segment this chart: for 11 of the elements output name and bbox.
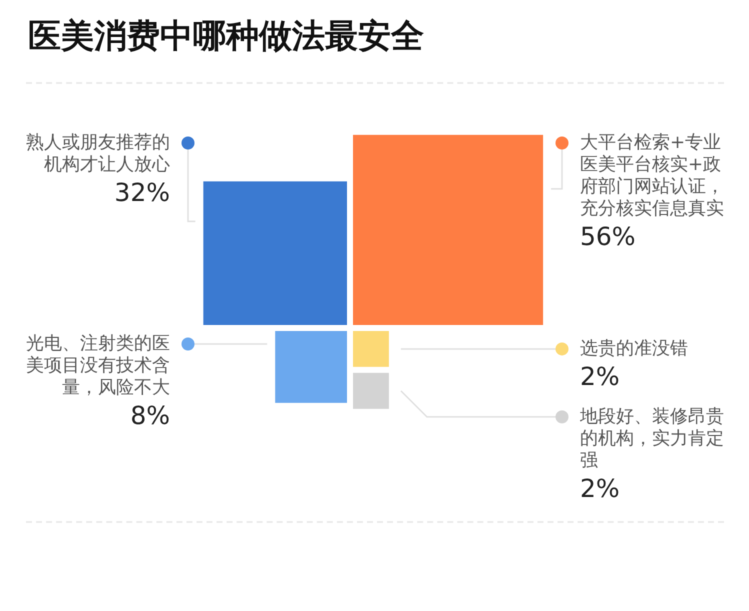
category-label: 光电、注射类的医美项目没有技术含量，风险不大 (26, 333, 170, 398)
category-label: 大平台检索+专业医美平台核实+政府部门网站认证，充分核实信息真实 (580, 132, 724, 219)
text: 医美消费中哪种做法最安全 (28, 15, 424, 57)
category-label: 熟人或朋友推荐的机构才让人放心 (26, 132, 170, 175)
category-label: 选贵的准没错 (580, 338, 688, 359)
data-label: 2% (580, 474, 621, 504)
data-label: 2% (580, 362, 621, 392)
category-label: 地段好、装修昂贵的机构，实力肯定强 (580, 406, 724, 471)
data-label: 8% (129, 401, 170, 431)
data-label: 32% (113, 178, 170, 208)
data-label: 56% (580, 222, 637, 252)
